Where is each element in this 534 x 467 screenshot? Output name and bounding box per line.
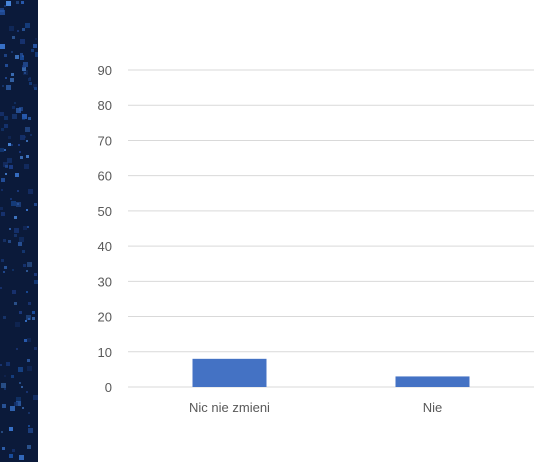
chart-container: 0 10 20 30 40 50 60 70 80 90 Nic nie zmieni Nie [38,0,534,462]
y-tick-label-70: 70 [98,133,112,148]
bar-1 [395,376,470,387]
y-axis-tick-labels: 0 10 20 30 40 50 60 70 80 90 [98,63,112,395]
x-axis-tick-labels: Nic nie zmieni Nie [189,400,442,415]
bars [192,358,470,387]
y-tick-label-60: 60 [98,169,112,184]
y-tick-label-50: 50 [98,204,112,219]
side-strip-pattern [0,0,38,462]
y-tick-label-80: 80 [98,98,112,113]
x-tick-label-1: Nie [423,400,443,415]
gridlines [128,69,534,388]
bar-0 [192,358,267,387]
decorative-side-strip [0,0,38,462]
y-tick-label-10: 10 [98,345,112,360]
y-tick-label-40: 40 [98,239,112,254]
y-tick-label-90: 90 [98,63,112,78]
bar-chart: 0 10 20 30 40 50 60 70 80 90 Nic nie zmieni Nie [98,63,534,415]
y-tick-label-0: 0 [105,380,112,395]
x-tick-label-0: Nic nie zmieni [189,400,270,415]
y-tick-label-20: 20 [98,310,112,325]
y-tick-label-30: 30 [98,274,112,289]
